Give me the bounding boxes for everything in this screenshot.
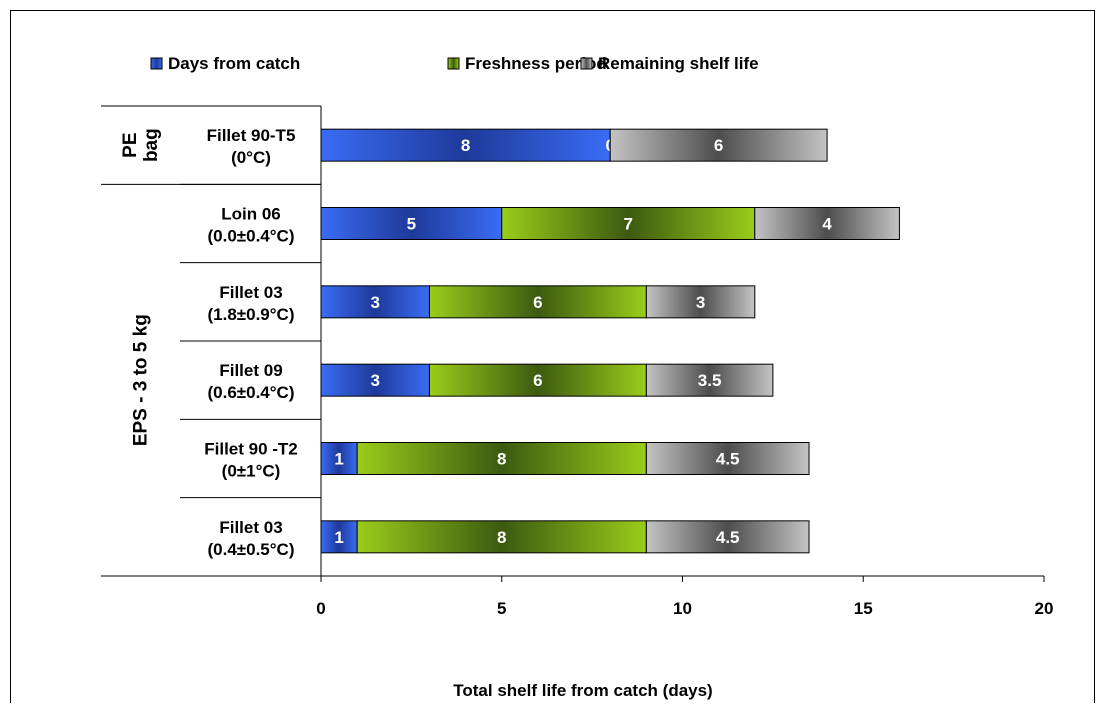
x-tick-label: 5 bbox=[497, 599, 506, 618]
legend-swatch-freshness-period bbox=[447, 57, 460, 70]
data-label-days-from-catch: 8 bbox=[461, 136, 470, 155]
group-label-eps-3-to-5-kg: EPS - 3 to 5 kg bbox=[131, 314, 152, 446]
bar-remaining-shelf-life bbox=[609, 128, 828, 162]
bar-days-from-catch bbox=[320, 520, 358, 554]
data-label-remaining-shelf-life: 4.5 bbox=[716, 450, 740, 469]
bar-freshness-period bbox=[501, 207, 756, 240]
data-label-freshness-period: 7 bbox=[624, 215, 633, 234]
group-label-pe-bag: PEbag bbox=[120, 128, 162, 162]
bar-remaining-shelf-life bbox=[645, 363, 774, 397]
category-label: Fillet 90 -T2 (0±1°C) bbox=[204, 440, 298, 481]
legend-swatch-remaining-shelf-life bbox=[580, 57, 593, 70]
bar-days-from-catch bbox=[320, 207, 503, 240]
legend-item-remaining-shelf-life: Remaining shelf life bbox=[580, 54, 759, 73]
chart-frame: Days from catch Freshness period Remaining… bbox=[10, 10, 1095, 703]
x-axis: 0 5 10 15 20 bbox=[316, 106, 1053, 618]
legend-item-days-from-catch: Days from catch bbox=[150, 54, 300, 73]
bar-freshness-period bbox=[356, 442, 647, 475]
data-label-freshness-period: 6 bbox=[533, 371, 542, 390]
bar-remaining-shelf-life bbox=[645, 520, 810, 554]
legend-label-days-from-catch: Days from catch bbox=[168, 54, 300, 73]
data-label-freshness-period: 8 bbox=[497, 528, 506, 547]
legend-label-remaining-shelf-life: Remaining shelf life bbox=[598, 54, 759, 73]
category-label: Fillet 90-T5 (0°C) bbox=[207, 126, 296, 167]
data-label-remaining-shelf-life: 6 bbox=[714, 136, 723, 155]
data-label-days-from-catch: 5 bbox=[407, 215, 416, 234]
bar-freshness-period bbox=[428, 285, 647, 319]
bar-freshness-period bbox=[428, 363, 647, 397]
bar-freshness-period bbox=[356, 520, 647, 554]
data-label-remaining-shelf-life: 3 bbox=[696, 293, 705, 312]
legend-label-freshness-period: Freshness period bbox=[465, 54, 607, 73]
shelf-life-bar-chart: Days from catch Freshness periodRemaining… bbox=[101, 54, 1053, 700]
data-label-days-from-catch: 3 bbox=[370, 293, 379, 312]
x-tick-label: 0 bbox=[316, 599, 325, 618]
data-label-days-from-catch: 3 bbox=[370, 371, 379, 390]
x-tick-label: 10 bbox=[673, 599, 692, 618]
legend: Days from catch Freshness periodRemaining… bbox=[150, 54, 759, 73]
x-axis-title: Total shelf life from catch (days) bbox=[453, 681, 712, 700]
legend-swatch-days-from-catch bbox=[150, 57, 163, 70]
category-label: Loin 06 (0.0±0.4°C) bbox=[208, 205, 295, 246]
data-label-remaining-shelf-life: 4 bbox=[822, 215, 832, 234]
data-label-days-from-catch: 1 bbox=[334, 450, 343, 469]
category-table: PEbag EPS - 3 to 5 kg Fillet 90-T5 (0°C) Loi… bbox=[101, 105, 321, 577]
data-label-remaining-shelf-life: 3.5 bbox=[698, 371, 722, 390]
data-label-remaining-shelf-life: 4.5 bbox=[716, 528, 740, 547]
data-label-freshness-period: 6 bbox=[533, 293, 542, 312]
bar-remaining-shelf-life bbox=[645, 442, 810, 475]
x-tick-label: 15 bbox=[854, 599, 873, 618]
bar-days-from-catch bbox=[320, 442, 358, 475]
x-tick-label: 20 bbox=[1035, 599, 1054, 618]
legend-item-freshness-period: Freshness period bbox=[447, 54, 607, 73]
bar-remaining-shelf-life bbox=[754, 207, 900, 240]
bar-days-from-catch bbox=[320, 128, 611, 162]
category-label: Fillet 03 (0.4±0.5°C) bbox=[208, 518, 295, 559]
bar-remaining-shelf-life bbox=[645, 285, 756, 319]
category-label: Fillet 09 (0.6±0.4°C) bbox=[208, 361, 295, 402]
data-label-days-from-catch: 1 bbox=[334, 528, 343, 547]
category-label: Fillet 03 (1.8±0.9°C) bbox=[208, 283, 295, 324]
data-label-freshness-period: 8 bbox=[497, 450, 506, 469]
